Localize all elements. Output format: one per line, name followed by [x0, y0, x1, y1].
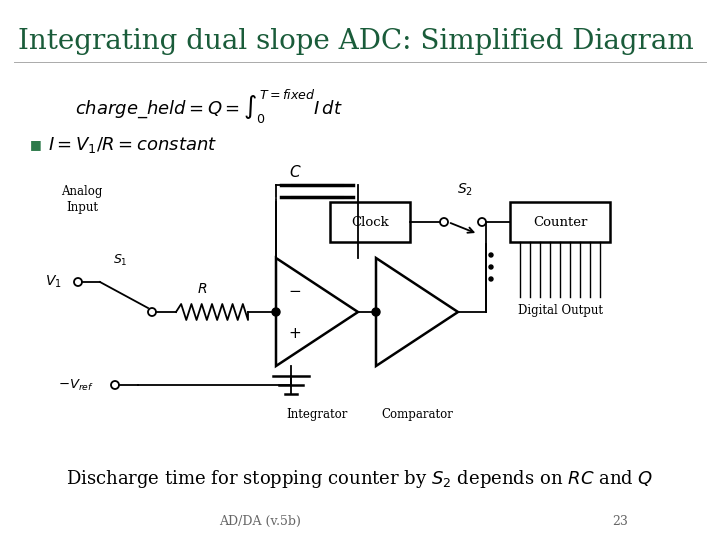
- Text: $V_1$: $V_1$: [45, 274, 62, 290]
- Text: Clock: Clock: [351, 215, 389, 228]
- Text: Comparator: Comparator: [381, 408, 453, 421]
- Bar: [510, 202, 610, 242]
- Text: $charge\_held = Q = \int_0^{T=fixed} I\,dt$: $charge\_held = Q = \int_0^{T=fixed} I\,…: [75, 88, 343, 126]
- Circle shape: [372, 308, 380, 316]
- Text: Integrator: Integrator: [287, 408, 348, 421]
- Text: AD/DA (v.5b): AD/DA (v.5b): [219, 515, 301, 528]
- Text: 23: 23: [612, 515, 628, 528]
- Text: Integrating dual slope ADC: Simplified Diagram: Integrating dual slope ADC: Simplified D…: [18, 28, 694, 55]
- Text: Analog
Input: Analog Input: [61, 185, 103, 214]
- Text: $-V_{ref}$: $-V_{ref}$: [58, 377, 94, 393]
- Text: Digital Output: Digital Output: [518, 304, 603, 317]
- Text: $+$: $+$: [288, 327, 301, 341]
- Bar: [330, 202, 410, 242]
- Text: Counter: Counter: [533, 215, 588, 228]
- Circle shape: [272, 308, 280, 316]
- Text: $I = V_1 / R = constant$: $I = V_1 / R = constant$: [48, 135, 217, 155]
- Circle shape: [489, 265, 493, 269]
- Text: $-$: $-$: [288, 282, 301, 298]
- Circle shape: [489, 277, 493, 281]
- Text: ■: ■: [30, 138, 42, 151]
- Text: $C$: $C$: [289, 164, 301, 180]
- Text: $S_1$: $S_1$: [112, 253, 127, 268]
- Text: Discharge time for stopping counter by $S_2$ depends on $RC$ and $Q$: Discharge time for stopping counter by $…: [66, 468, 654, 490]
- Text: $R$: $R$: [197, 282, 207, 296]
- Circle shape: [489, 253, 493, 257]
- Text: $S_2$: $S_2$: [457, 181, 473, 198]
